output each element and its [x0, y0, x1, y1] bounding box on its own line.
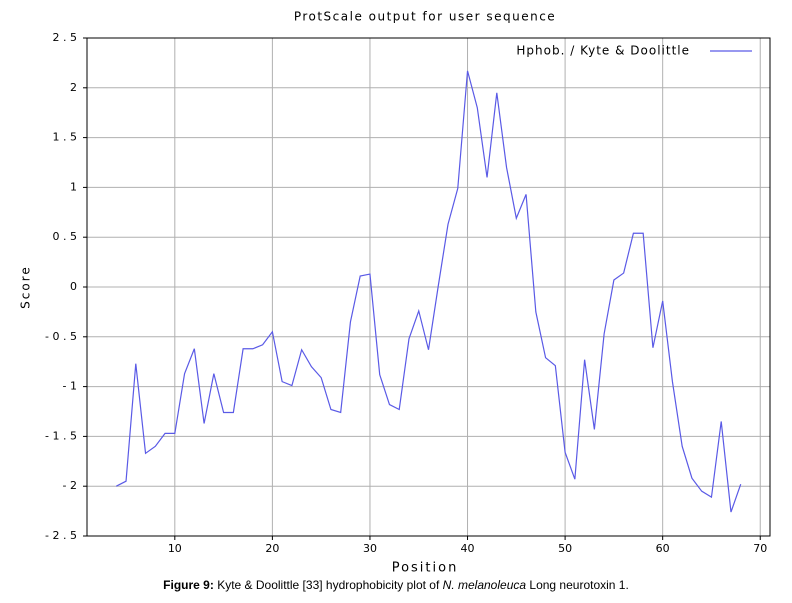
y-tick-label: 2 [70, 81, 77, 94]
caption-label: Figure 9: [163, 578, 214, 592]
x-tick-label: 30 [363, 542, 377, 555]
plot-frame [86, 37, 771, 537]
x-tick-label: 40 [461, 542, 475, 555]
y-tick-label: - 1 . 5 [45, 429, 77, 442]
y-tick-label: 0 . 5 [53, 230, 78, 243]
y-tick-label: 1 [70, 180, 77, 193]
caption-rest: Long neurotoxin 1. [529, 578, 629, 592]
x-axis-label: Position [392, 561, 459, 576]
y-tick-label: - 0 . 5 [45, 330, 77, 343]
y-tick-label: 0 [70, 280, 77, 293]
caption: Figure 9: Kyte & Doolittle [33] hydropho… [0, 578, 792, 592]
y-tick-label: - 1 [63, 380, 77, 393]
x-tick-label: 10 [168, 542, 182, 555]
x-tick-label: 50 [558, 542, 572, 555]
y-axis-label: Score [19, 265, 33, 309]
legend-label: Hphob. / Kyte & Doolittle [516, 44, 690, 58]
x-tick-label: 70 [753, 542, 767, 555]
y-tick-label: - 2 . 5 [45, 529, 77, 542]
chart-title: ProtScale output for user sequence [294, 10, 556, 24]
data-line [115, 70, 742, 513]
y-tick-label: 2 . 5 [53, 31, 78, 44]
x-tick-label: 60 [656, 542, 670, 555]
y-tick-label: 1 . 5 [53, 131, 78, 144]
y-tick-label: - 2 [63, 479, 77, 492]
caption-species: N. melanoleuca [442, 578, 527, 592]
caption-text: Kyte & Doolittle [33] hydrophobicity plo… [217, 578, 440, 592]
chart: ProtScale output for user sequence Posit… [19, 10, 771, 576]
x-tick-label: 20 [265, 542, 279, 555]
